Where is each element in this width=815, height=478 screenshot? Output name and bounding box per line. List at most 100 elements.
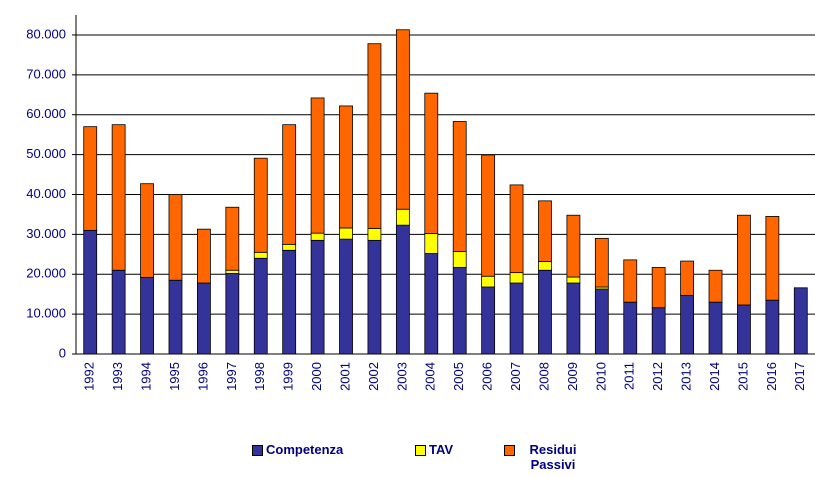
bar-segment bbox=[83, 126, 98, 231]
bar-segment bbox=[424, 253, 439, 355]
x-tick-label: 2006 bbox=[480, 362, 495, 391]
x-tick-label: 2007 bbox=[508, 362, 523, 391]
x-tick-label: 2003 bbox=[394, 362, 409, 391]
x-tick-label: 2009 bbox=[565, 362, 580, 391]
bar-segment bbox=[367, 43, 382, 229]
y-tick-label: 20.000 bbox=[26, 266, 66, 281]
x-tick-label: 1994 bbox=[138, 362, 153, 391]
bar-segment bbox=[168, 194, 183, 281]
x-tick-label: 2015 bbox=[735, 362, 750, 391]
legend-item: TAV bbox=[415, 442, 453, 457]
bar-segment bbox=[452, 267, 467, 355]
bar-segment bbox=[140, 183, 154, 278]
bar-segment bbox=[282, 124, 297, 245]
x-tick-label: 1999 bbox=[281, 362, 296, 391]
bar-segment bbox=[282, 249, 297, 355]
y-tick-label: 30.000 bbox=[26, 226, 66, 241]
legend-swatch bbox=[504, 445, 515, 456]
bar-segment bbox=[481, 286, 496, 355]
bar-segment bbox=[282, 243, 297, 251]
bar-segment bbox=[111, 124, 126, 271]
bar-segment bbox=[793, 287, 808, 355]
x-tick-label: 2016 bbox=[764, 362, 779, 391]
x-tick-label: 2013 bbox=[679, 362, 694, 391]
legend-swatch bbox=[415, 445, 426, 456]
bar-segment bbox=[737, 304, 751, 355]
bar-segment bbox=[566, 282, 581, 355]
bar-segment bbox=[765, 299, 780, 355]
bar-segment bbox=[225, 273, 240, 355]
legend-swatch bbox=[252, 445, 263, 456]
x-tick-label: 2004 bbox=[423, 362, 438, 391]
bar-segment bbox=[424, 233, 439, 254]
bar-segment bbox=[197, 228, 211, 284]
x-tick-label: 2005 bbox=[451, 362, 466, 391]
bar-segment bbox=[310, 232, 325, 241]
bar-segment bbox=[140, 277, 154, 355]
bar-segment bbox=[452, 251, 467, 268]
bar-segment bbox=[339, 227, 353, 240]
bar-segment bbox=[651, 307, 666, 355]
x-tick-label: 1998 bbox=[252, 362, 267, 391]
bar-segment bbox=[424, 92, 439, 234]
bar-segment bbox=[481, 275, 496, 288]
legend-item: Competenza bbox=[252, 442, 343, 457]
legend-label: Residui Passivi bbox=[529, 442, 577, 472]
bar-segment bbox=[708, 301, 723, 355]
x-tick-label: 1996 bbox=[195, 362, 210, 391]
bar-segment bbox=[367, 227, 382, 241]
bar-segment bbox=[538, 261, 552, 271]
bar-segment bbox=[225, 206, 240, 271]
bar-segment bbox=[509, 282, 524, 355]
bar-segment bbox=[310, 239, 325, 355]
bar-segment bbox=[538, 200, 552, 262]
bar-segment bbox=[509, 184, 524, 274]
y-tick-label: 0 bbox=[59, 345, 66, 360]
bar-segment bbox=[594, 288, 609, 355]
bar-segment bbox=[168, 279, 183, 355]
y-tick-label: 10.000 bbox=[26, 306, 66, 321]
x-tick-label: 2014 bbox=[707, 362, 722, 391]
bar-segment bbox=[623, 259, 638, 303]
bar-segment bbox=[651, 267, 666, 309]
plot: 0 10.000 20.000 30.000 40.000 50.000 60.000 70.… bbox=[26, 15, 815, 391]
bar-segment bbox=[83, 229, 98, 355]
bar-segment bbox=[367, 239, 382, 355]
bar-segment bbox=[509, 272, 524, 284]
x-tick-label: 2012 bbox=[650, 362, 665, 391]
bar-segment bbox=[197, 282, 211, 355]
x-tick-label: 2002 bbox=[366, 362, 381, 391]
bar-segment bbox=[680, 294, 694, 355]
bar-segment bbox=[680, 260, 694, 296]
x-tick-label: 2010 bbox=[593, 362, 608, 391]
bar-segment bbox=[225, 269, 240, 274]
legend-label: Competenza bbox=[266, 442, 344, 457]
bar-segment bbox=[765, 216, 780, 301]
bar-segment bbox=[594, 237, 609, 288]
legend-item: Residui Passivi bbox=[504, 442, 588, 472]
bar-segment bbox=[395, 29, 410, 210]
x-tick-label: 2008 bbox=[536, 362, 551, 391]
x-tick-label: 2000 bbox=[309, 362, 324, 391]
x-tick-label: 1993 bbox=[110, 362, 125, 391]
bar-segment bbox=[253, 257, 268, 355]
bar-segment bbox=[339, 238, 353, 355]
bar-segment bbox=[253, 251, 268, 259]
y-tick-label: 80.000 bbox=[26, 26, 66, 41]
bar-segment bbox=[339, 105, 353, 229]
x-tick-label: 1995 bbox=[167, 362, 182, 391]
x-tick-label: 1992 bbox=[82, 362, 97, 391]
bar-segment bbox=[481, 154, 496, 277]
bar-segment bbox=[395, 208, 410, 226]
bar-segment bbox=[566, 276, 581, 284]
bar-segment bbox=[538, 269, 552, 355]
bar-segment bbox=[737, 214, 751, 306]
bar-segment bbox=[310, 97, 325, 234]
y-tick-label: 70.000 bbox=[26, 66, 66, 81]
x-tick-label: 1997 bbox=[224, 362, 239, 391]
x-tick-label: 2011 bbox=[622, 362, 637, 390]
bar-segment bbox=[395, 224, 410, 355]
bar-segment bbox=[452, 121, 467, 252]
y-tick-label: 50.000 bbox=[26, 146, 66, 161]
